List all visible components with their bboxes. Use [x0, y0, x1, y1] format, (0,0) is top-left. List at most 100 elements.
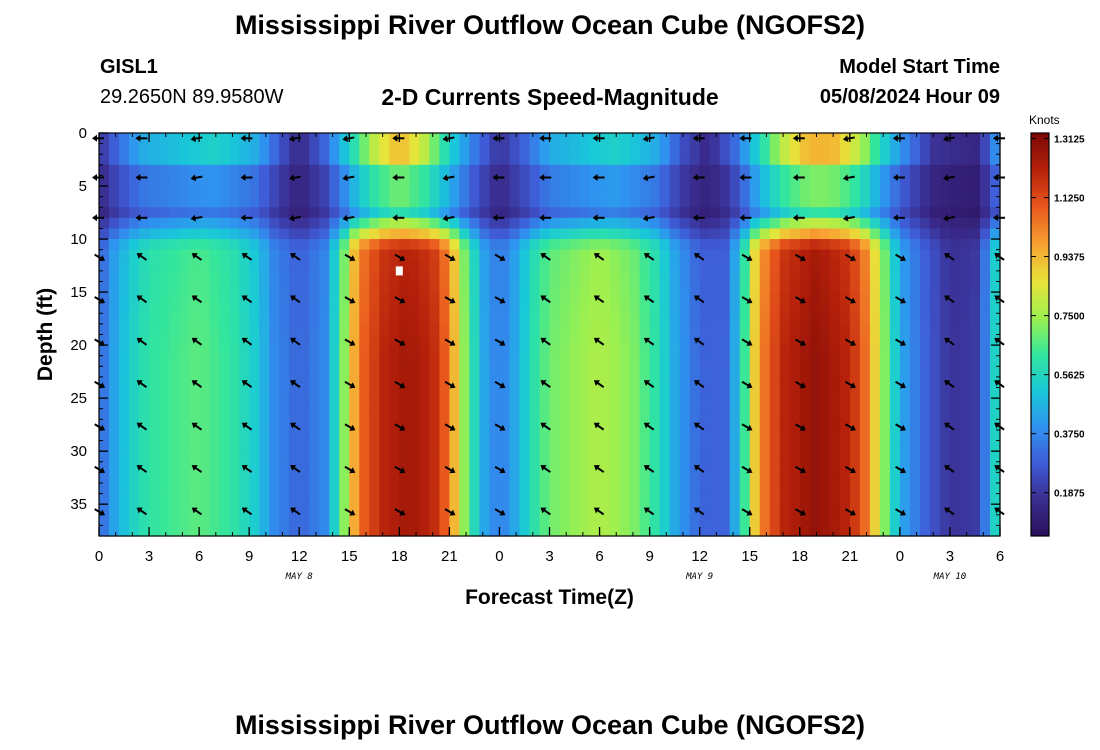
heatmap-cell [669, 143, 681, 155]
y-tick-label: 10 [70, 231, 87, 248]
heatmap-cell [669, 355, 681, 367]
heatmap-cell [429, 217, 440, 230]
heatmap-cell [919, 164, 931, 177]
heatmap-cell [199, 387, 210, 399]
current-arrow [494, 296, 506, 304]
heatmap-cell [139, 154, 150, 166]
heatmap-cell [129, 143, 140, 155]
heatmap-cell [949, 217, 961, 230]
heatmap-cell [149, 451, 160, 463]
heatmap-cell [709, 175, 721, 187]
heatmap-cell [209, 228, 220, 240]
heatmap-cell [389, 154, 400, 166]
heatmap-cell [369, 387, 380, 399]
heatmap-cell [459, 451, 471, 463]
heatmap-cell [479, 334, 491, 346]
heatmap-cell [759, 472, 771, 484]
heatmap-cell [689, 228, 701, 240]
heatmap-cell [619, 398, 631, 410]
current-arrow [241, 253, 253, 261]
heatmap-cell [129, 376, 140, 389]
heatmap-cell [289, 196, 300, 208]
heatmap-cell [549, 366, 561, 378]
heatmap-cell [279, 175, 290, 187]
heatmap-cell [879, 133, 891, 145]
heatmap-cell [669, 154, 681, 166]
heatmap-cell [729, 355, 741, 367]
heatmap-cell [549, 376, 561, 389]
heatmap-cell [969, 419, 981, 431]
current-arrow [444, 253, 456, 262]
heatmap-cell [329, 366, 340, 378]
heatmap-cell [789, 387, 801, 399]
heatmap-cell [479, 302, 491, 314]
heatmap-cell [149, 376, 160, 389]
heatmap-cell [279, 217, 290, 230]
heatmap-cell [199, 482, 210, 495]
heatmap-cell [129, 164, 140, 177]
heatmap-cell [109, 164, 120, 177]
heatmap-cell [249, 482, 260, 495]
heatmap-cell [209, 451, 220, 463]
heatmap-cell [809, 323, 821, 336]
heatmap-cell [559, 451, 571, 463]
heatmap-cell [579, 525, 591, 537]
heatmap-cell [889, 387, 901, 399]
heatmap-cell [549, 323, 561, 336]
heatmap-cell [829, 270, 841, 283]
heatmap-cell [969, 281, 981, 293]
heatmap-cell [739, 451, 751, 463]
heatmap-cell [759, 260, 771, 272]
heatmap-cell [639, 143, 651, 155]
heatmap-cell [609, 239, 621, 251]
heatmap-cell [319, 217, 330, 230]
heatmap-cell [279, 493, 290, 505]
heatmap-cell [969, 472, 981, 484]
heatmap-cell [269, 217, 280, 230]
heatmap-cell [199, 525, 210, 537]
heatmap-cell [439, 260, 450, 272]
heatmap-cell [489, 270, 501, 283]
current-arrow [191, 295, 203, 304]
heatmap-cell [699, 334, 711, 346]
heatmap-cell [539, 514, 551, 526]
heatmap-cell [109, 270, 120, 283]
heatmap-cell [439, 366, 450, 378]
x-tick-label: 0 [95, 548, 103, 565]
heatmap-cell [849, 376, 861, 389]
x-tick-label: 21 [841, 548, 858, 565]
heatmap-cell [359, 398, 370, 410]
heatmap-cell [289, 514, 300, 526]
heatmap-cell [589, 154, 601, 166]
heatmap-cell [389, 440, 400, 452]
heatmap-cell [919, 260, 931, 272]
heatmap-cell [149, 196, 160, 208]
heatmap-cell [459, 292, 471, 304]
heatmap-cell [449, 270, 460, 283]
heatmap-cell [179, 451, 190, 463]
heatmap-cell [669, 323, 681, 336]
heatmap-cell [879, 217, 891, 230]
heatmap-cell [569, 355, 581, 367]
heatmap-cell [699, 398, 711, 410]
heatmap-cell [879, 164, 891, 177]
heatmap-cell [619, 186, 631, 198]
heatmap-cell [629, 366, 641, 378]
heatmap-cell [279, 292, 290, 304]
heatmap-cell [339, 451, 350, 463]
heatmap-cell [669, 387, 681, 399]
heatmap-cell [869, 387, 881, 399]
heatmap-cell [199, 239, 210, 251]
heatmap-cell [919, 217, 931, 230]
heatmap-cell [849, 504, 861, 516]
heatmap-cell [799, 387, 811, 399]
heatmap-cell [539, 281, 551, 293]
heatmap-cell [539, 472, 551, 484]
heatmap-cell [589, 228, 601, 240]
heatmap-cell [419, 217, 430, 230]
heatmap-cell [329, 472, 340, 484]
heatmap-cell [709, 366, 721, 378]
heatmap-cell [599, 493, 611, 505]
heatmap-cell [259, 345, 270, 357]
heatmap-cell [319, 323, 330, 336]
